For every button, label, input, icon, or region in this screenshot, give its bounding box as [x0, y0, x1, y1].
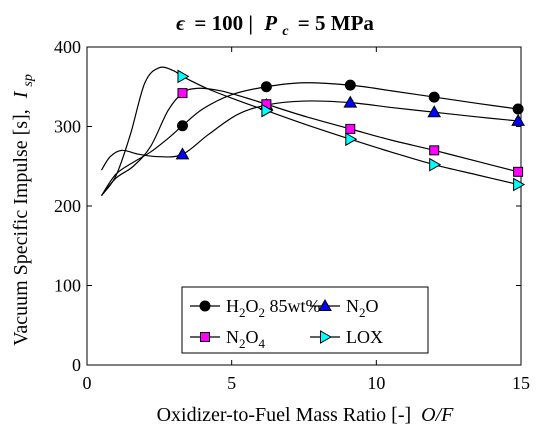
legend-label-part: 2: [259, 305, 266, 320]
axis-ticks: 0 5 10 15 0 100 200 300 400: [54, 37, 530, 393]
legend-label-n2o4: N2O4: [226, 327, 266, 351]
data-point-lox: [513, 177, 526, 192]
series-line-h2o2: [100, 82, 519, 197]
legend-label-part: O: [246, 296, 259, 316]
legend-marker-h2o2: [199, 300, 211, 312]
data-point-h2o2: [176, 120, 188, 132]
legend-item-h2o2: H2O2 85wt%: [190, 296, 321, 320]
legend-label-lox: LOX: [346, 327, 383, 347]
y-axis-label-symbol: I: [10, 90, 32, 99]
series-n2o4: [101, 87, 524, 197]
y-axis-label-subscript: sp: [21, 74, 36, 86]
series-line-n2o4: [101, 87, 519, 197]
x-tick-label: 0: [83, 373, 92, 393]
legend-marker-n2o4: [200, 332, 210, 342]
data-point-n2o: [511, 113, 525, 126]
data-point-h2o2: [512, 103, 524, 115]
title-epsilon: ϵ: [176, 11, 186, 35]
legend-label-part: 85wt%: [265, 296, 321, 316]
x-axis-label-text: Oxidizer-to-Fuel Mass Ratio [-]: [157, 404, 412, 426]
legend-label-part: 4: [259, 336, 266, 351]
legend-marker-lox: [320, 330, 333, 344]
y-tick-label: 100: [54, 276, 81, 296]
legend-label-part: H: [226, 296, 239, 316]
y-tick-label: 400: [54, 37, 81, 57]
x-tick-label: 10: [367, 373, 385, 393]
x-axis-label: Oxidizer-to-Fuel Mass Ratio [-] O/F: [157, 404, 455, 426]
legend-item-lox: LOX: [310, 327, 383, 347]
legend-item-n2o4: N2O4: [190, 327, 266, 351]
legend-label-part: N: [226, 327, 239, 347]
legend-label-part: N: [346, 296, 359, 316]
legend-label-h2o2: H2O2 85wt%: [226, 296, 321, 320]
series-lox: [100, 66, 526, 197]
y-tick-label: 300: [54, 117, 81, 137]
legend-marker-n2o: [318, 298, 332, 311]
x-tick-label: 15: [512, 373, 530, 393]
data-point-lox: [261, 103, 274, 118]
title-epsilon-value: = 100 |: [194, 11, 253, 35]
x-tick-label: 5: [227, 373, 236, 393]
legend-label-part: 2: [359, 305, 366, 320]
data-point-n2o: [427, 105, 442, 118]
data-point-lox: [429, 157, 442, 172]
legend-box: [181, 286, 429, 354]
legend-label-part: 2: [239, 305, 246, 320]
y-tick-label: 0: [72, 355, 81, 375]
data-point-n2o4: [177, 88, 188, 99]
y-axis-label: Vacuum Specific Impulse [s], I sp: [10, 74, 36, 346]
title-pc-value: = 5 MPa: [298, 11, 375, 35]
title-pc-symbol: P: [263, 11, 277, 35]
legend-label-part: O: [366, 296, 379, 316]
data-point-lox: [345, 132, 358, 147]
data-point-h2o2: [260, 81, 272, 93]
chart-title: ϵ = 100 | P c = 5 MPa: [176, 11, 374, 40]
data-point-n2o: [343, 95, 358, 108]
legend-label-part: O: [246, 327, 259, 347]
series-h2o2: [100, 79, 524, 197]
data-point-lox: [177, 69, 190, 84]
series-line-lox: [100, 66, 519, 197]
series-n2o: [100, 95, 525, 171]
data-point-n2o4: [429, 145, 440, 156]
y-axis-label-text: Vacuum Specific Impulse [s],: [10, 109, 32, 346]
data-point-h2o2: [428, 91, 440, 103]
y-tick-label: 200: [54, 196, 81, 216]
title-pc-subscript: c: [282, 24, 289, 39]
data-point-n2o4: [345, 123, 356, 134]
x-axis-label-italic: O/F: [421, 404, 454, 426]
series-line-n2o: [100, 100, 519, 171]
legend-item-n2o: N2O: [310, 296, 379, 320]
data-point-n2o: [175, 147, 190, 160]
legend-label-n2o: N2O: [346, 296, 379, 320]
data-point-n2o4: [513, 166, 524, 177]
data-point-h2o2: [344, 79, 356, 91]
legend-label-part: LOX: [346, 327, 383, 347]
legend-label-part: 2: [239, 336, 246, 351]
series-layer: [100, 66, 526, 197]
